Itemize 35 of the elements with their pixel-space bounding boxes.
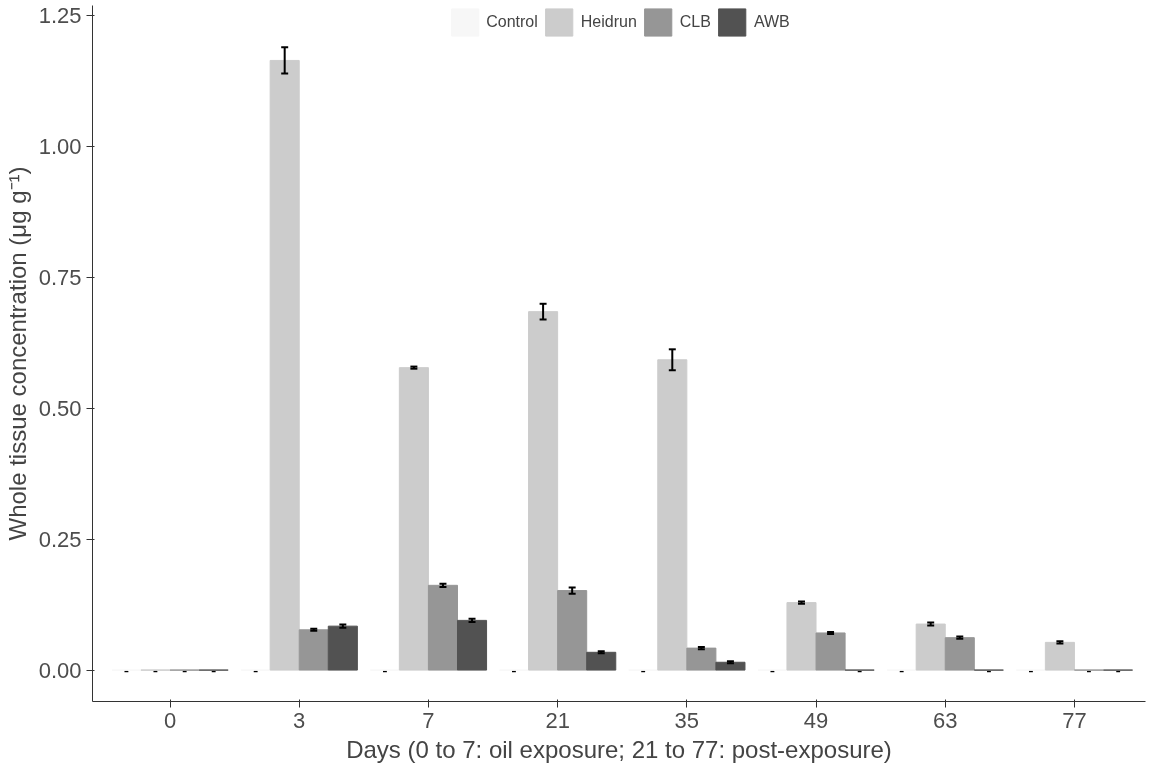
y-tick-label: 1.25	[38, 3, 82, 29]
y-axis-title: Whole tissue concentration (μg g⁻¹)	[3, 166, 31, 541]
x-tick-label: 21	[545, 707, 570, 733]
y-tick-label: 0.50	[38, 395, 82, 421]
data-label: -	[856, 662, 863, 680]
data-label: -	[181, 662, 188, 680]
data-label: -	[152, 662, 159, 680]
data-label: -	[1086, 662, 1092, 680]
data-label: -	[511, 662, 517, 680]
legend-label: Control	[486, 13, 538, 31]
y-tick-label: 0.25	[38, 526, 82, 552]
data-label: -	[1115, 662, 1121, 680]
data-label: -	[382, 662, 388, 680]
x-axis-title: Days (0 to 7: oil exposure; 21 to 77: post-exposure)	[346, 735, 892, 763]
legend-label: CLB	[679, 13, 711, 31]
data-label: -	[1028, 662, 1034, 680]
data-label: -	[769, 662, 776, 680]
x-tick-label: 77	[1062, 707, 1087, 733]
x-tick-label: 0	[163, 707, 177, 733]
data-label: -	[252, 662, 259, 680]
legend-label: Heidrun	[580, 13, 637, 31]
y-tick-label: 1.00	[38, 134, 82, 160]
x-tick-label: 3	[293, 707, 306, 733]
y-tick-label: 0.75	[38, 265, 82, 291]
data-label: -	[986, 662, 992, 680]
x-tick-label: 35	[674, 707, 700, 733]
legend-label: AWB	[753, 13, 790, 31]
y-tick-label: 0.00	[38, 657, 82, 683]
data-label: -	[123, 662, 130, 680]
x-tick-label: 63	[933, 707, 958, 733]
x-tick-label: 7	[422, 707, 435, 733]
x-tick-label: 49	[803, 707, 829, 733]
data-label: -	[640, 662, 646, 680]
data-label: -	[210, 662, 217, 680]
data-label: -	[898, 662, 905, 680]
